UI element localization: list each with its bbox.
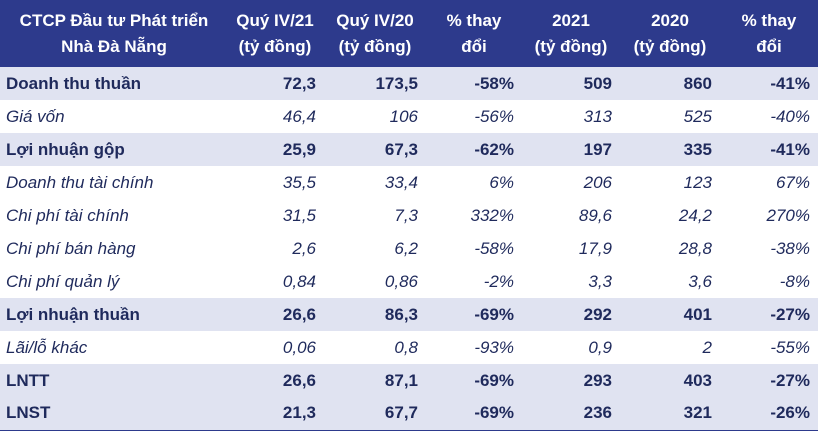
cell-pct-year: 270% [766, 205, 810, 225]
row-label: LNST [0, 397, 226, 431]
cell-q4-2020: 33,4 [384, 172, 418, 192]
cell-year-2020: 2 [702, 337, 712, 357]
cell-year-2020: 3,6 [688, 271, 712, 291]
cell-pct-year: -38% [770, 238, 810, 258]
table-row: Lợi nhuận thuần 26,6 86,3 -69% 292 401 -… [0, 298, 818, 331]
table-header-row: CTCP Đầu tư Phát triển Nhà Đà Nẵng Quý IV… [0, 0, 818, 67]
cell-pct-quarter: -62% [474, 139, 514, 159]
cell-q4-2021: 2,6 [292, 238, 316, 258]
row-label: Doanh thu thuần [6, 73, 142, 93]
row-label: Doanh thu tài chính [6, 172, 154, 192]
row-label: Giá vốn [6, 106, 65, 126]
cell-year-2020: 335 [683, 139, 712, 159]
cell-year-2020: 525 [683, 106, 712, 126]
cell-year-2021: 313 [583, 106, 612, 126]
cell-q4-2021: 26,6 [282, 370, 316, 390]
cell-year-2020: 24,2 [678, 205, 712, 225]
cell-q4-2020: 7,3 [394, 205, 418, 225]
table-row: Giá vốn 46,4 106 -56% 313 525 -40% [0, 100, 818, 133]
cell-q4-2021: 0,84 [282, 271, 316, 291]
cell-pct-year: -8% [779, 271, 810, 291]
cell-pct-quarter: -69% [426, 397, 522, 431]
cell-year-2021: 236 [522, 397, 620, 431]
table-row: Chi phí bán hàng 2,6 6,2 -58% 17,9 28,8 … [0, 232, 818, 265]
cell-pct-year: -27% [770, 304, 810, 324]
cell-pct-year: 67% [775, 172, 810, 192]
header-company: CTCP Đầu tư Phát triển Nhà Đà Nẵng [19, 10, 209, 56]
cell-q4-2021: 72,3 [282, 73, 316, 93]
cell-year-2021: 89,6 [578, 205, 612, 225]
cell-pct-year: -40% [770, 106, 810, 126]
cell-year-2021: 197 [583, 139, 612, 159]
row-label: LNTT [6, 370, 50, 390]
table-row: Doanh thu tài chính 35,5 33,4 6% 206 123… [0, 166, 818, 199]
cell-q4-2021: 21,3 [226, 397, 324, 431]
cell-q4-2020: 67,7 [324, 397, 426, 431]
cell-year-2021: 206 [583, 172, 612, 192]
cell-year-2020: 403 [683, 370, 712, 390]
row-label: Chi phí quản lý [6, 271, 120, 291]
cell-year-2020: 123 [683, 172, 712, 192]
row-label: Lợi nhuận gộp [6, 139, 125, 159]
cell-year-2021: 292 [583, 304, 612, 324]
cell-year-2021: 293 [583, 370, 612, 390]
table-row: Lợi nhuận gộp 25,9 67,3 -62% 197 335 -41… [0, 133, 818, 166]
cell-year-2020: 321 [620, 397, 720, 431]
cell-q4-2021: 26,6 [282, 304, 316, 324]
cell-year-2021: 0,9 [588, 337, 612, 357]
table-row: LNTT 26,6 87,1 -69% 293 403 -27% [0, 364, 818, 397]
cell-q4-2020: 173,5 [375, 73, 418, 93]
cell-pct-quarter: -58% [474, 73, 514, 93]
cell-pct-quarter: -69% [474, 370, 514, 390]
header-pct-change-quarter: % thay đổi [446, 10, 502, 56]
cell-pct-year: -27% [770, 370, 810, 390]
cell-q4-2021: 46,4 [282, 106, 316, 126]
table-row: Lãi/lỗ khác 0,06 0,8 -93% 0,9 2 -55% [0, 331, 818, 364]
cell-year-2021: 509 [583, 73, 612, 93]
cell-pct-quarter: 332% [470, 205, 514, 225]
cell-q4-2020: 0,86 [384, 271, 418, 291]
cell-q4-2020: 67,3 [384, 139, 418, 159]
header-q4-2021: Quý IV/21 (tỷ đồng) [236, 10, 314, 56]
header-year-2021: 2021 (tỷ đồng) [534, 10, 608, 56]
cell-q4-2021: 25,9 [282, 139, 316, 159]
cell-pct-quarter: -56% [474, 106, 514, 126]
row-label: Lợi nhuận thuần [6, 304, 140, 324]
cell-year-2020: 28,8 [678, 238, 712, 258]
cell-q4-2021: 0,06 [282, 337, 316, 357]
cell-pct-quarter: -2% [483, 271, 514, 291]
row-label: Chi phí tài chính [6, 205, 129, 225]
row-label: Chi phí bán hàng [6, 238, 136, 258]
cell-q4-2020: 87,1 [384, 370, 418, 390]
cell-q4-2020: 106 [389, 106, 418, 126]
cell-year-2021: 3,3 [588, 271, 612, 291]
cell-pct-quarter: -93% [474, 337, 514, 357]
cell-q4-2020: 0,8 [394, 337, 418, 357]
cell-q4-2021: 35,5 [282, 172, 316, 192]
table-row: Chi phí tài chính 31,5 7,3 332% 89,6 24,… [0, 199, 818, 232]
cell-pct-quarter: 6% [489, 172, 514, 192]
cell-pct-year: -41% [770, 139, 810, 159]
cell-pct-year: -26% [720, 397, 818, 431]
header-q4-2020: Quý IV/20 (tỷ đồng) [336, 10, 414, 56]
cell-year-2020: 401 [683, 304, 712, 324]
cell-pct-quarter: -69% [474, 304, 514, 324]
header-year-2020: 2020 (tỷ đồng) [633, 10, 707, 56]
cell-year-2020: 860 [683, 73, 712, 93]
table-row: Doanh thu thuần 72,3 173,5 -58% 509 860 … [0, 67, 818, 100]
table-row: LNST 21,3 67,7 -69% 236 321 -26% [0, 397, 818, 431]
cell-pct-year: -41% [770, 73, 810, 93]
row-label: Lãi/lỗ khác [6, 337, 88, 357]
cell-q4-2020: 86,3 [384, 304, 418, 324]
cell-pct-quarter: -58% [474, 238, 514, 258]
cell-q4-2020: 6,2 [394, 238, 418, 258]
table-row: Chi phí quản lý 0,84 0,86 -2% 3,3 3,6 -8… [0, 265, 818, 298]
cell-year-2021: 17,9 [578, 238, 612, 258]
cell-pct-year: -55% [770, 337, 810, 357]
header-pct-change-year: % thay đổi [741, 10, 797, 56]
cell-q4-2021: 31,5 [282, 205, 316, 225]
